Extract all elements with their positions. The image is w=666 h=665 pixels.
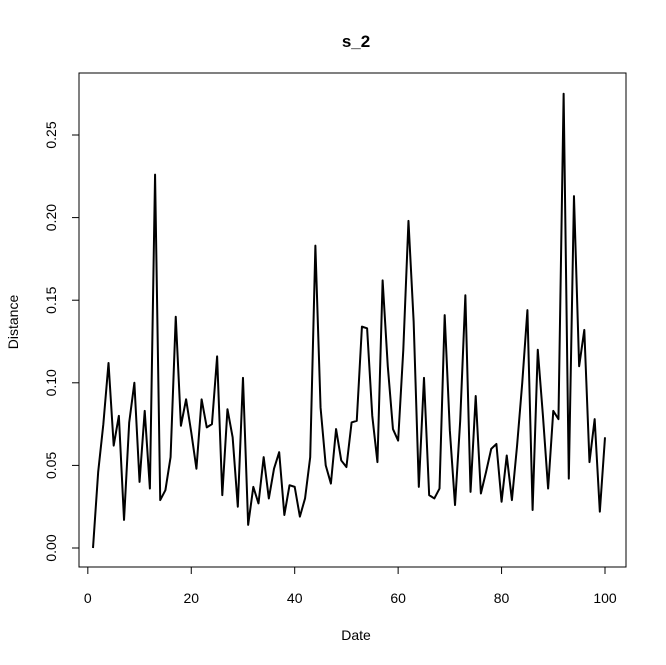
chart-title: s_2 <box>342 32 370 51</box>
series-line <box>92 92 606 549</box>
x-tick-label: 80 <box>494 590 510 606</box>
y-tick-label: 0.25 <box>43 121 59 148</box>
x-tick-label: 60 <box>390 590 406 606</box>
y-tick-label: 0.15 <box>43 286 59 313</box>
x-tick-label: 40 <box>287 590 303 606</box>
x-tick-label: 20 <box>183 590 199 606</box>
y-tick-label: 0.10 <box>43 369 59 396</box>
plot-area: 0 20 40 60 80 100 0.00 0.05 0.10 0.15 0.20 0.25 <box>43 72 627 606</box>
x-tick-label: 0 <box>84 590 92 606</box>
x-axis-label: Date <box>341 627 371 643</box>
y-axis-label: Distance <box>5 295 21 350</box>
y-tick-label: 0.00 <box>43 534 59 561</box>
x-tick-label: 100 <box>593 590 617 606</box>
y-tick-label: 0.05 <box>43 452 59 479</box>
y-tick-label: 0.20 <box>43 204 59 231</box>
